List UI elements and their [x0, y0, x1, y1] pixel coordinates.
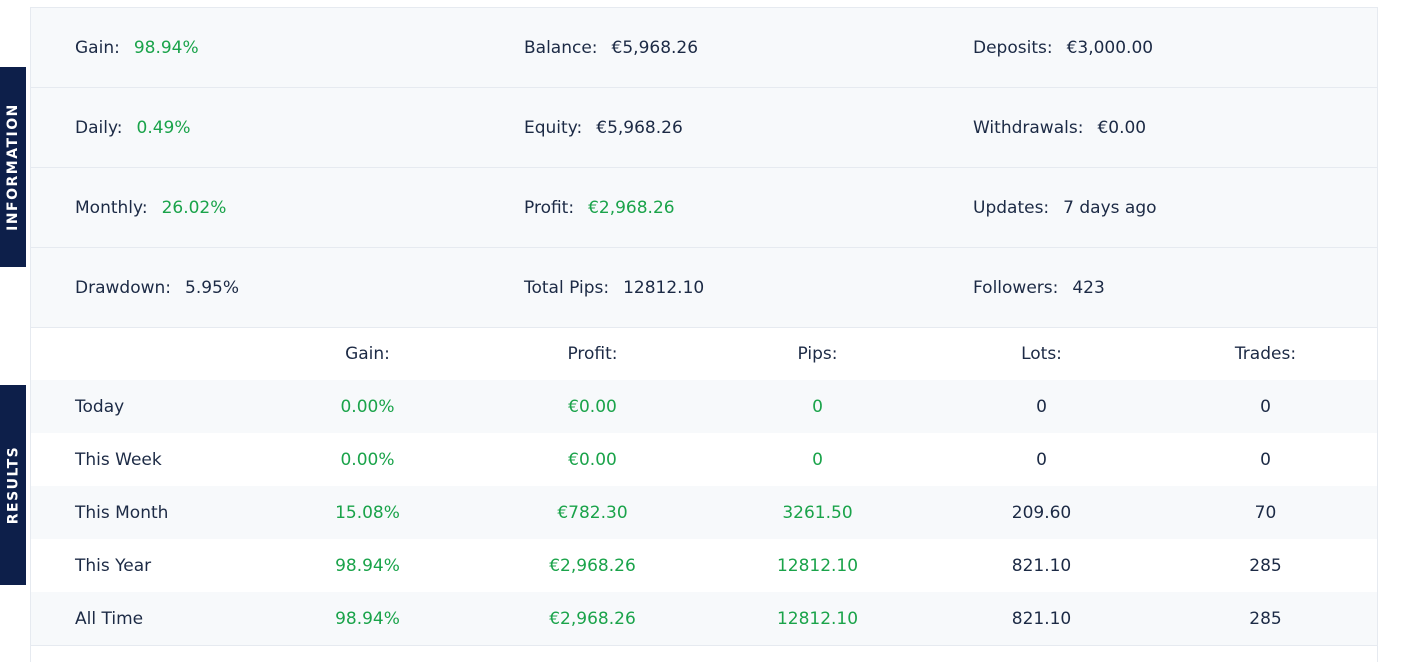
results-row: This Month 15.08% €782.30 3261.50 209.60… — [31, 486, 1377, 539]
info-label: Followers: — [973, 277, 1059, 298]
info-value: €3,000.00 — [1066, 37, 1154, 58]
info-deposits: Deposits: €3,000.00 — [973, 8, 1153, 87]
results-header-row: Gain: Profit: Pips: Lots: Trades: — [31, 328, 1377, 380]
results-trades: 285 — [1249, 555, 1282, 576]
info-value: €5,968.26 — [596, 117, 683, 138]
results-pips: 0 — [812, 449, 823, 470]
info-value: 98.94% — [133, 37, 199, 58]
info-value: 12812.10 — [623, 277, 705, 298]
results-side-tab[interactable]: RESULTS — [0, 385, 26, 585]
results-gain: 0.00% — [340, 396, 395, 417]
info-withdrawals: Withdrawals: €0.00 — [973, 88, 1146, 167]
results-period: Today — [75, 396, 125, 417]
information-side-tab[interactable]: INFORMATION — [0, 67, 26, 267]
info-row: Daily: 0.49% Equity: €5,968.26 Withdrawa… — [31, 88, 1377, 168]
info-profit: Profit: €2,968.26 — [524, 168, 675, 247]
results-period: This Year — [75, 555, 152, 576]
info-monthly: Monthly: 26.02% — [75, 168, 226, 247]
info-value: 26.02% — [161, 197, 227, 218]
results-lots: 0 — [1036, 396, 1047, 417]
stats-panel: Gain: 98.94% Balance: €5,968.26 Deposits… — [30, 7, 1378, 662]
results-pips: 12812.10 — [776, 555, 859, 576]
info-drawdown: Drawdown: 5.95% — [75, 248, 239, 327]
results-trades: 0 — [1260, 396, 1271, 417]
results-pips: 12812.10 — [776, 608, 859, 629]
results-row: All Time 98.94% €2,968.26 12812.10 821.1… — [31, 592, 1377, 646]
results-lots: 821.10 — [1011, 555, 1072, 576]
info-total-pips: Total Pips: 12812.10 — [524, 248, 704, 327]
information-tab-label: INFORMATION — [5, 103, 22, 231]
results-trades: 70 — [1254, 502, 1277, 523]
results-row: This Week 0.00% €0.00 0 0 0 — [31, 433, 1377, 486]
info-label: Daily: — [75, 117, 123, 138]
info-label: Deposits: — [973, 37, 1053, 58]
info-updates: Updates: 7 days ago — [973, 168, 1157, 247]
results-profit: €782.30 — [557, 502, 628, 523]
results-period: This Month — [75, 502, 169, 523]
results-trades: 0 — [1260, 449, 1271, 470]
info-label: Profit: — [524, 197, 575, 218]
results-profit: €2,968.26 — [549, 555, 636, 576]
results-period: This Week — [75, 449, 162, 470]
results-profit: €2,968.26 — [549, 608, 636, 629]
info-equity: Equity: €5,968.26 — [524, 88, 683, 167]
results-header-profit: Profit: — [567, 344, 618, 364]
results-gain: 0.00% — [340, 449, 395, 470]
results-row: Today 0.00% €0.00 0 0 0 — [31, 380, 1377, 433]
results-gain: 98.94% — [335, 608, 400, 629]
info-gain: Gain: 98.94% — [75, 8, 199, 87]
info-value: 0.49% — [136, 117, 191, 138]
info-value: 423 — [1072, 277, 1105, 298]
info-value: 7 days ago — [1063, 197, 1157, 218]
info-value: €0.00 — [1097, 117, 1147, 138]
results-lots: 0 — [1036, 449, 1047, 470]
info-label: Drawdown: — [75, 277, 171, 298]
info-label: Withdrawals: — [973, 117, 1084, 138]
results-header-lots: Lots: — [1021, 344, 1062, 364]
results-pips: 0 — [812, 396, 823, 417]
info-label: Gain: — [75, 37, 120, 58]
results-row: This Year 98.94% €2,968.26 12812.10 821.… — [31, 539, 1377, 592]
info-label: Monthly: — [75, 197, 148, 218]
info-label: Updates: — [973, 197, 1050, 218]
info-label: Total Pips: — [524, 277, 610, 298]
results-header-trades: Trades: — [1234, 344, 1297, 364]
results-gain: 98.94% — [335, 555, 400, 576]
results-lots: 821.10 — [1011, 608, 1072, 629]
results-profit: €0.00 — [568, 396, 617, 417]
results-profit: €0.00 — [568, 449, 617, 470]
info-value: 5.95% — [185, 277, 240, 298]
info-label: Balance: — [524, 37, 598, 58]
results-lots: 209.60 — [1011, 502, 1072, 523]
info-label: Equity: — [524, 117, 583, 138]
info-row: Drawdown: 5.95% Total Pips: 12812.10 Fol… — [31, 248, 1377, 328]
info-row: Monthly: 26.02% Profit: €2,968.26 Update… — [31, 168, 1377, 248]
info-followers: Followers: 423 — [973, 248, 1105, 327]
results-pips: 3261.50 — [782, 502, 853, 523]
results-period: All Time — [75, 608, 144, 629]
results-header-pips: Pips: — [797, 344, 838, 364]
info-row: Gain: 98.94% Balance: €5,968.26 Deposits… — [31, 8, 1377, 88]
info-daily: Daily: 0.49% — [75, 88, 191, 167]
results-trades: 285 — [1249, 608, 1282, 629]
results-gain: 15.08% — [335, 502, 400, 523]
info-value: €5,968.26 — [611, 37, 699, 58]
info-value: €2,968.26 — [588, 197, 675, 218]
results-header-gain: Gain: — [345, 344, 390, 364]
info-balance: Balance: €5,968.26 — [524, 8, 698, 87]
results-tab-label: RESULTS — [5, 445, 21, 525]
